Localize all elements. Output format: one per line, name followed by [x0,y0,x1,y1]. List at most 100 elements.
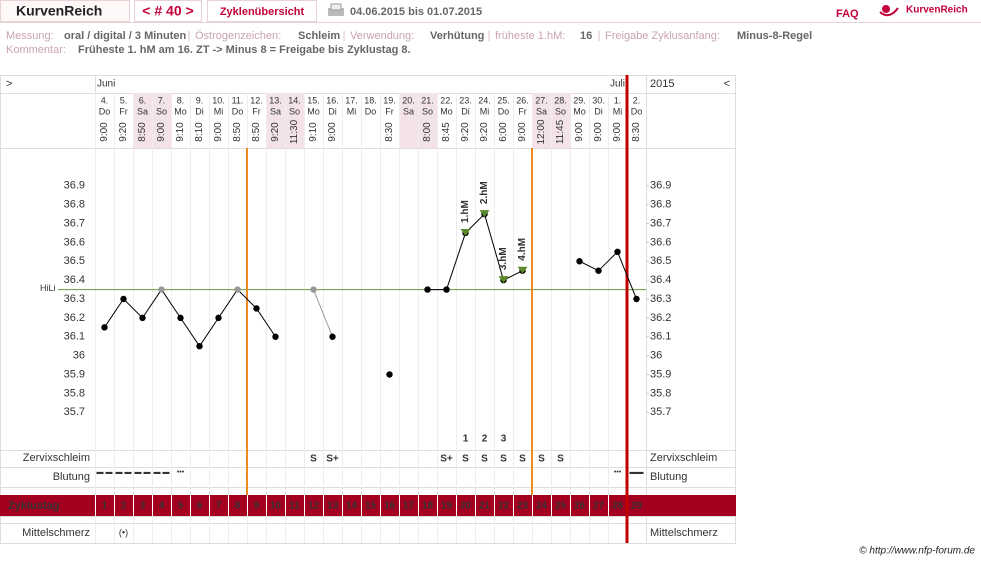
cycle-day: 11 [289,501,300,512]
weekday-label: Do [631,106,643,116]
cervix-mark: S+ [326,454,339,465]
weekday-label: Di [594,106,603,116]
footer: © http://www.nfp-forum.de [859,546,975,557]
time-label: 9:00 [99,122,110,142]
cycle-day: 13 [327,501,339,512]
date-label: 7. [158,95,166,105]
cycle-day: 26 [574,501,586,512]
cycle-day: 4 [159,501,165,512]
cervix-count: 2 [482,434,488,445]
y-tick-label-right: 36.6 [650,236,671,248]
y-tick-label-right: 36.8 [650,199,671,211]
cycle-day: 23 [517,501,529,512]
hm-label: 4.hM [517,238,528,261]
weekday-label: Do [498,106,510,116]
temperature-line [579,250,637,300]
hili-label: HiLi [40,283,56,293]
info-value: oral / digital / 3 Minuten [64,30,187,42]
overview-link[interactable]: Zyklenübersicht [220,6,305,18]
hm-label: 1.hM [460,200,471,223]
weekend-shade [551,93,570,148]
temperature-point [158,286,165,293]
temperature-point [272,333,279,340]
time-label: 8:10 [194,122,205,142]
time-label: 9:00 [517,122,528,142]
date-label: 9. [196,95,204,105]
weekday-label: So [289,106,300,116]
time-label: 6:00 [498,122,509,142]
weekday-label: Fr [119,106,128,116]
date-label: 2. [633,95,641,105]
hm-label: 2.hM [479,181,490,204]
cycle-day: 3 [140,501,146,512]
cycle-day: 12 [308,501,320,512]
brand[interactable]: KurvenReich [906,5,968,16]
time-label: 9:10 [308,122,319,142]
bleeding-mark: ▬ ▬ [154,469,170,476]
chart-frame [0,75,736,544]
weekday-label: Di [461,106,470,116]
time-label: 12:00 [536,119,547,144]
cycle-day: 19 [441,501,453,512]
cervix-mark: S [519,454,526,465]
weekday-label: Fr [385,106,394,116]
time-label: 9:00 [612,122,623,142]
weekday-label: Sa [536,106,547,116]
bleeding-mark: ▬▬ [630,469,644,476]
logo[interactable]: KurvenReich [16,3,102,19]
hm-marker [498,276,509,284]
y-tick-label-right: 36.2 [650,312,671,324]
cycle-nav[interactable]: < # 40 > [142,3,193,19]
print-icon[interactable] [328,3,344,16]
y-tick-label: 36.5 [64,255,85,267]
row-label: Zyklustag [8,500,59,512]
temperature-point [386,371,393,378]
cycle-day: 28 [612,501,624,512]
cycle-day: 7 [216,501,222,512]
comment-label: Kommentar: [6,44,66,56]
time-label: 11:30 [289,119,300,144]
weekday-label: Mo [307,106,320,116]
cycle-day: 22 [498,501,510,512]
hm-label: 3.hM [498,247,509,270]
weekday-label: So [555,106,566,116]
time-label: 9:00 [213,122,224,142]
weekday-label: Do [232,106,244,116]
y-tick-label-right: 35.8 [650,387,671,399]
date-label: 12. [250,95,263,105]
time-label: 8:50 [232,122,243,142]
faq-link[interactable]: FAQ [836,8,859,20]
time-label: 9:10 [175,122,186,142]
weekend-shade [399,93,418,148]
date-label: 23. [459,95,472,105]
logo-box [0,0,130,22]
cervix-mark: S [500,454,507,465]
brand-icon-heart [882,5,890,13]
y-tick-label-right: 36.3 [650,293,671,305]
date-label: 19. [383,95,396,105]
cycle-day: 16 [384,501,396,512]
weekday-label: Do [365,106,377,116]
weekend-shade [285,93,304,148]
info-value: Minus-8-Regel [737,30,812,42]
weekday-label: Di [195,106,204,116]
y-tick-label: 35.8 [64,387,85,399]
cycle-day: 20 [460,501,472,512]
weekday-label: Mi [347,106,357,116]
hm-marker [479,210,490,218]
nav-left[interactable]: > [6,78,12,90]
date-label: 5. [120,95,128,105]
weekend-shade [418,93,437,148]
date-label: 6. [139,95,147,105]
date-label: 15. [307,95,320,105]
y-tick-label: 36.8 [64,199,85,211]
nav-right[interactable]: < [724,78,730,90]
cycle-day: 6 [197,501,203,512]
info-label: Verwendung: [350,30,414,42]
bleeding-mark: ••• [177,469,185,476]
date-range: 04.06.2015 bis 01.07.2015 [350,6,482,18]
cycle-day: 18 [422,501,434,512]
date-label: 10. [212,95,225,105]
date-label: 24. [478,95,491,105]
row-label: Mittelschmerz [22,527,90,539]
